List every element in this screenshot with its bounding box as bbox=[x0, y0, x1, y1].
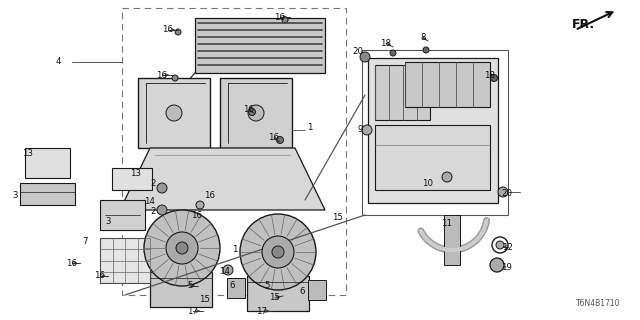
Circle shape bbox=[157, 183, 167, 193]
Text: 8: 8 bbox=[420, 34, 426, 43]
Text: 7: 7 bbox=[83, 237, 88, 246]
Bar bbox=[247, 276, 309, 311]
Text: 14: 14 bbox=[145, 197, 156, 206]
Polygon shape bbox=[120, 148, 325, 210]
Text: 11: 11 bbox=[442, 220, 452, 228]
Circle shape bbox=[498, 187, 508, 197]
Circle shape bbox=[490, 258, 504, 272]
Text: 18: 18 bbox=[484, 70, 495, 79]
Text: 2: 2 bbox=[150, 206, 156, 215]
Bar bbox=[122, 8, 346, 295]
Text: T6N4B1710: T6N4B1710 bbox=[575, 299, 620, 308]
Circle shape bbox=[240, 214, 316, 290]
Text: 16: 16 bbox=[191, 211, 202, 220]
Text: 17: 17 bbox=[188, 307, 198, 316]
Bar bbox=[368, 58, 498, 203]
Bar bbox=[138, 78, 210, 148]
Bar bbox=[220, 78, 292, 148]
Text: 9: 9 bbox=[357, 125, 363, 134]
Text: 15: 15 bbox=[269, 293, 280, 302]
Bar bbox=[150, 272, 212, 307]
Text: 16: 16 bbox=[67, 259, 77, 268]
Text: 5: 5 bbox=[264, 281, 269, 290]
Bar bbox=[100, 200, 145, 230]
Text: 16: 16 bbox=[269, 133, 280, 142]
Bar bbox=[405, 62, 490, 107]
Text: 20: 20 bbox=[353, 47, 364, 57]
Text: 16: 16 bbox=[275, 12, 285, 21]
Circle shape bbox=[362, 125, 372, 135]
Bar bbox=[444, 215, 460, 265]
Text: 3: 3 bbox=[105, 218, 111, 227]
Circle shape bbox=[176, 242, 188, 254]
Bar bbox=[112, 168, 152, 190]
Bar bbox=[362, 50, 508, 215]
Text: 13: 13 bbox=[22, 148, 33, 157]
Circle shape bbox=[276, 137, 284, 143]
Text: 3: 3 bbox=[12, 190, 18, 199]
Circle shape bbox=[175, 29, 181, 35]
Circle shape bbox=[262, 236, 294, 268]
Bar bbox=[308, 280, 326, 300]
Circle shape bbox=[442, 172, 452, 182]
Bar bbox=[375, 125, 490, 190]
Text: 17: 17 bbox=[257, 307, 268, 316]
Circle shape bbox=[248, 105, 264, 121]
Circle shape bbox=[144, 210, 220, 286]
Text: 20: 20 bbox=[502, 188, 513, 197]
Text: 1: 1 bbox=[232, 245, 237, 254]
Bar bbox=[100, 238, 150, 283]
Circle shape bbox=[172, 75, 178, 81]
Circle shape bbox=[196, 201, 204, 209]
Text: 1: 1 bbox=[307, 124, 313, 132]
Text: 6: 6 bbox=[300, 286, 305, 295]
Bar bbox=[25, 148, 70, 178]
Circle shape bbox=[423, 47, 429, 53]
Text: 15: 15 bbox=[200, 295, 211, 305]
Circle shape bbox=[490, 75, 497, 82]
Circle shape bbox=[360, 52, 370, 62]
Text: 5: 5 bbox=[188, 282, 193, 291]
Circle shape bbox=[272, 246, 284, 258]
Text: 19: 19 bbox=[500, 262, 511, 271]
Text: 15: 15 bbox=[333, 213, 344, 222]
Text: 2: 2 bbox=[150, 179, 156, 188]
Bar bbox=[20, 183, 75, 205]
Circle shape bbox=[223, 265, 233, 275]
Circle shape bbox=[166, 232, 198, 264]
Bar bbox=[195, 18, 325, 73]
Text: 13: 13 bbox=[131, 169, 141, 178]
Circle shape bbox=[496, 241, 504, 249]
Circle shape bbox=[390, 50, 396, 56]
Text: 16: 16 bbox=[157, 70, 168, 79]
Bar bbox=[227, 278, 245, 298]
Circle shape bbox=[282, 17, 288, 23]
Text: 14: 14 bbox=[220, 267, 230, 276]
Text: 6: 6 bbox=[229, 281, 235, 290]
Text: 18: 18 bbox=[381, 38, 392, 47]
Text: 16: 16 bbox=[95, 271, 106, 281]
Text: 16: 16 bbox=[243, 106, 255, 115]
Text: 4: 4 bbox=[55, 58, 61, 67]
Bar bbox=[375, 65, 430, 120]
Text: 12: 12 bbox=[502, 243, 513, 252]
Text: 10: 10 bbox=[422, 179, 433, 188]
Circle shape bbox=[157, 205, 167, 215]
Text: FR.: FR. bbox=[572, 19, 595, 31]
Text: 16: 16 bbox=[163, 26, 173, 35]
Circle shape bbox=[248, 108, 255, 116]
Text: 16: 16 bbox=[205, 191, 216, 201]
Circle shape bbox=[166, 105, 182, 121]
